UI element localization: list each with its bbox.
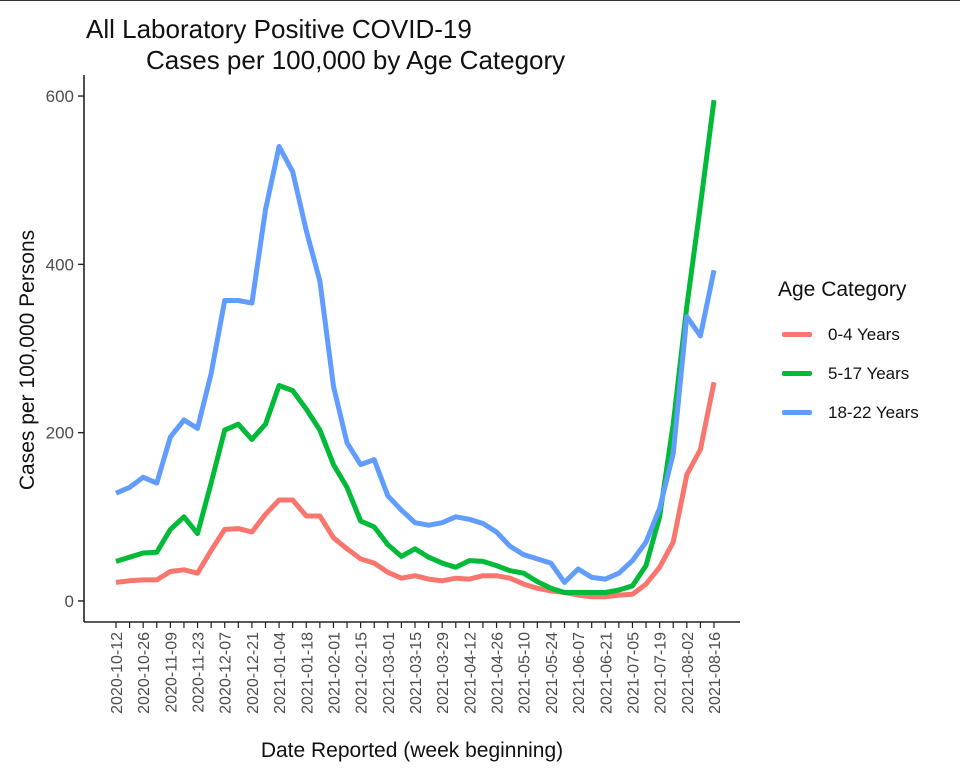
y-tick-label: 0 — [65, 592, 74, 611]
x-tick-label: 2021-06-07 — [571, 632, 588, 714]
x-tick-label: 2021-07-19 — [653, 632, 670, 714]
x-tick-label: 2020-10-26 — [136, 632, 153, 714]
x-tick-label: 2021-06-21 — [598, 632, 615, 714]
y-tick-label: 400 — [46, 255, 74, 274]
x-axis-label: Date Reported (week beginning) — [261, 739, 563, 762]
x-tick-label: 2021-05-24 — [544, 632, 561, 714]
x-tick-label: 2021-07-05 — [625, 632, 642, 714]
x-tick-label: 2021-03-01 — [381, 632, 398, 714]
x-tick-label: 2021-04-26 — [490, 632, 507, 714]
x-tick-label: 2020-10-12 — [109, 632, 126, 714]
legend-title: Age Category — [778, 278, 907, 301]
x-tick-label: 2021-03-15 — [408, 632, 425, 714]
legend-swatch-5-17 — [782, 371, 812, 376]
y-tick-label: 200 — [46, 424, 74, 443]
legend-label-0-4: 0-4 Years — [828, 324, 900, 344]
legend-label-5-17: 5-17 Years — [828, 363, 910, 383]
x-ticks: 2020-10-12 2020-10-26 2020-11-09 2020-11-23… — [109, 622, 724, 714]
legend-item-18-22: 18-22 Years — [778, 393, 919, 432]
legend-item-5-17: 5-17 Years — [778, 354, 919, 393]
chart-title-line2: Cases per 100,000 by Age Category — [146, 45, 566, 75]
x-tick-label: 2021-02-15 — [354, 632, 371, 714]
series-line-5-17-years — [115, 99, 717, 595]
x-tick-label: 2021-08-02 — [680, 632, 697, 714]
x-tick-label: 2021-01-04 — [272, 632, 289, 714]
series-lines — [115, 99, 717, 600]
axes — [83, 75, 740, 623]
y-tick-label: 600 — [46, 87, 74, 106]
legend-label-18-22: 18-22 Years — [828, 402, 919, 422]
x-tick-label: 2021-05-10 — [517, 632, 534, 714]
x-tick-label: 2021-04-12 — [462, 632, 479, 714]
legend-swatch-18-22 — [782, 410, 812, 415]
series-line-0-4-years — [115, 381, 717, 600]
top-border — [0, 0, 960, 1]
x-tick-label: 2020-11-23 — [191, 632, 208, 713]
x-tick-label: 2021-01-18 — [299, 632, 316, 714]
x-tick-label: 2020-12-21 — [245, 632, 262, 714]
x-tick-label: 2020-12-07 — [218, 632, 235, 714]
y-ticks: 0 200 400 600 — [46, 87, 84, 611]
legend-item-0-4: 0-4 Years — [778, 315, 919, 354]
x-tick-label: 2020-11-09 — [163, 632, 180, 713]
chart-title-line1: All Laboratory Positive COVID-19 — [86, 14, 472, 44]
x-tick-label: 2021-02-01 — [326, 632, 343, 714]
y-axis-label: Cases per 100,000 Persons — [16, 230, 39, 490]
legend-swatch-0-4 — [782, 332, 812, 337]
x-tick-label: 2021-03-29 — [435, 632, 452, 714]
x-tick-label: 2021-08-16 — [707, 632, 724, 714]
series-line-18-22-years — [115, 144, 717, 585]
legend: Age Category 0-4 Years 5-17 Years 18-22 … — [778, 278, 919, 432]
